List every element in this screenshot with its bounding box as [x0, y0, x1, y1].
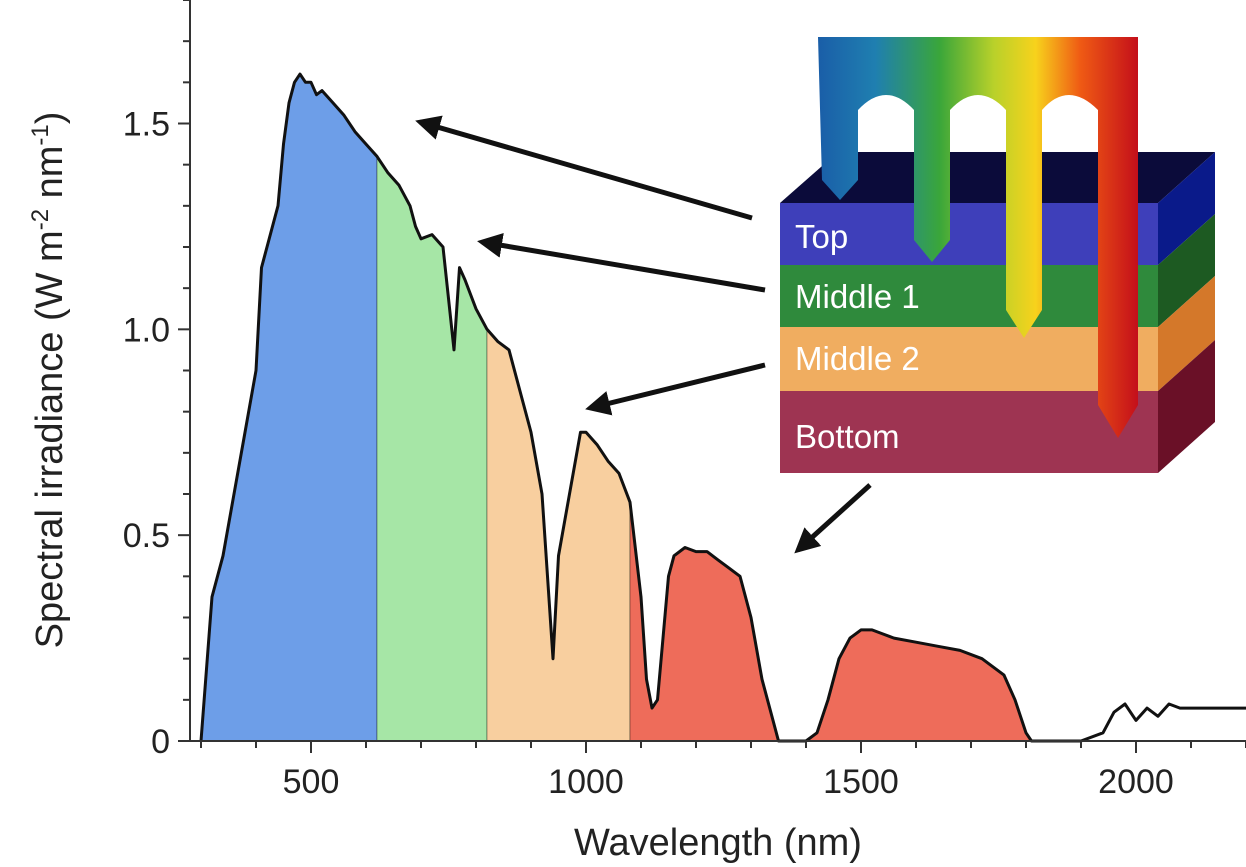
spectrum-bands	[200, 73, 1081, 742]
arrow-top	[415, 115, 753, 221]
x-tick-label: 1500	[823, 763, 899, 801]
y-axis-title-end: )	[29, 112, 71, 125]
cell-label-middle1: Middle 1	[795, 278, 920, 315]
cell-side-middle1	[1158, 214, 1215, 327]
cell-label-middle2: Middle 2	[795, 340, 920, 377]
band-bottom	[629, 502, 1081, 742]
band-middle-1	[376, 154, 488, 742]
x-axis-title: Wavelength (nm)	[574, 822, 862, 864]
cell-layer-bottom	[780, 391, 1158, 473]
y-axis-title-exp2: -1	[27, 124, 54, 145]
cell-label-bottom: Bottom	[795, 418, 900, 455]
y-tick-label: 0.5	[123, 517, 170, 555]
x-tick-label: 2000	[1098, 763, 1174, 801]
absorption-arrows	[415, 115, 872, 554]
cell-label-top: Top	[795, 218, 848, 255]
cell-side-middle2	[1158, 276, 1215, 391]
y-tick-label: 0	[151, 723, 170, 761]
x-ticks: 500 1000 1500 2000	[200, 741, 1246, 801]
arrow-middle1	[477, 233, 766, 293]
arrow-middle2	[585, 362, 766, 416]
y-axis-title-mid: nm	[29, 146, 71, 209]
cell-side-bottom	[1158, 340, 1215, 473]
cell-layer-top	[780, 203, 1158, 265]
y-ticks: 0 0.5 1.0 1.5	[123, 0, 190, 761]
y-tick-label: 1.0	[123, 311, 170, 349]
cell-layer-middle2	[780, 327, 1158, 391]
band-middle-2	[486, 327, 631, 742]
multijunction-cell-diagram: Top Middle 1 Middle 2 Bottom	[780, 37, 1215, 473]
arrow-bottom	[794, 483, 872, 554]
spectrum-line	[199, 72, 1246, 743]
light-spectrum-beam	[818, 37, 1138, 438]
y-axis-title-exp1: -2	[27, 209, 54, 230]
cell-side-top	[1158, 152, 1215, 265]
cell-layer-middle1	[780, 265, 1158, 327]
x-tick-label: 500	[283, 763, 340, 801]
band-top	[200, 73, 378, 742]
x-tick-label: 1000	[548, 763, 624, 801]
y-axis-title: Spectral irradiance (W m-2 nm-1)	[27, 112, 71, 649]
y-tick-label: 1.5	[123, 106, 170, 144]
y-axis-title-base: Spectral irradiance (W m	[29, 230, 71, 648]
